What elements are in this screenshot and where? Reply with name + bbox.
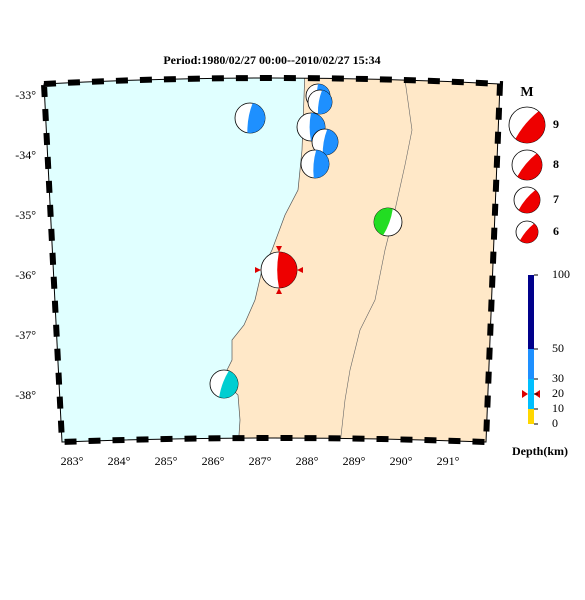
focal-lobe [277,252,297,288]
magnitude-label: 6 [553,224,559,238]
lon-label: 287° [249,454,272,468]
lat-label: -35° [15,208,36,222]
focal-lobe [313,150,329,178]
title: Period:1980/02/27 00:00--2010/02/27 15:3… [163,53,380,67]
lon-label: 283° [61,454,84,468]
lat-label: -37° [15,328,36,342]
lon-label: 285° [155,454,178,468]
focal-lobe [317,90,332,114]
focal-lobe [518,190,540,213]
legend-title: M [520,85,533,100]
lat-label: -34° [15,148,36,162]
lat-label: -38° [15,388,36,402]
focal-lobe [517,153,542,180]
depth-bar [528,275,534,349]
magnitude-label: 8 [553,157,559,171]
magnitude-label: 7 [553,192,559,206]
lon-label: 288° [296,454,319,468]
lat-label: -33° [15,88,36,102]
depth-title: Depth(km) [512,444,568,458]
magnitude-label: 9 [553,117,559,131]
depth-label: 30 [552,371,564,385]
lon-label: 286° [202,454,225,468]
depth-label: 100 [552,267,570,281]
land [221,78,500,442]
lon-label: 289° [343,454,366,468]
depth-label: 0 [552,416,558,430]
frame-ticks [40,75,504,446]
lon-label: 290° [390,454,413,468]
depth-bar [528,349,534,379]
lon-label: 284° [108,454,131,468]
depth-label: 20 [552,386,564,400]
border [339,79,413,442]
depth-label: 10 [552,401,564,415]
depth-bar [528,409,534,424]
focal-lobe [322,129,338,155]
focal-lobe [515,111,545,143]
depth-label: 50 [552,341,564,355]
focal-lobe [519,223,538,243]
depth-bar [528,379,534,409]
focal-lobe [247,103,265,133]
focal-lobe [374,208,393,236]
lat-label: -36° [15,268,36,282]
focal-lobe [219,370,238,398]
lon-label: 291° [437,454,460,468]
